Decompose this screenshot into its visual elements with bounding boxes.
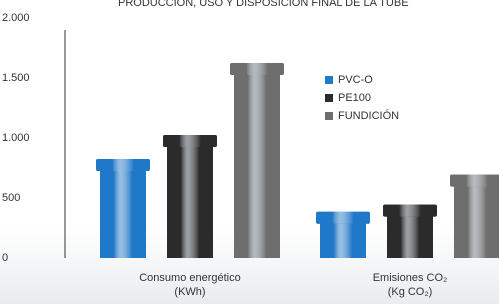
pipe-socket-shine [316,212,370,224]
bar-shine [234,66,280,258]
bar-shine [100,162,146,258]
legend-label: FUNDICIÓN [338,109,399,122]
bar-shine [167,138,213,258]
legend-label: PVC-O [338,74,373,86]
x-tick-unit: (KWh) [174,286,205,298]
pipe-socket-shine [163,135,217,147]
chart: PRODUCCIÓN, USO Y DISPOSICIÓN FINAL DE L… [0,0,499,304]
chart-title: PRODUCCIÓN, USO Y DISPOSICIÓN FINAL DE L… [118,0,409,9]
legend-swatch [325,94,333,102]
y-tick-label: 500 [2,192,20,204]
y-tick-label: 2.000 [2,12,30,24]
pipe-socket-shine [450,175,499,187]
pipe-socket-shine [96,159,150,171]
x-tick-unit: (Kg CO₂) [388,286,433,298]
legend-swatch [325,112,333,120]
y-tick-label: 1.000 [2,132,30,144]
legend-label: PE100 [338,92,371,104]
y-tick-label: 0 [2,252,8,264]
pipe-socket-shine [383,205,437,217]
x-tick-label: Emisiones CO₂ [373,272,448,284]
x-tick-label: Consumo energético [139,272,241,284]
bar-shine [454,178,499,258]
pipe-socket-shine [230,63,284,75]
y-tick-label: 1.500 [2,72,30,84]
legend-swatch [325,76,333,84]
